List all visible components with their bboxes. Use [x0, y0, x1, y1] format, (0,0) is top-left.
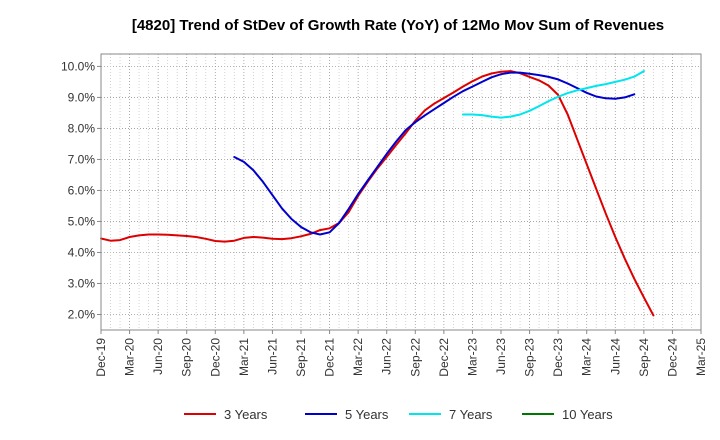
y-tick-label: 3.0%	[68, 276, 96, 290]
x-tick-label: Sep-23	[523, 338, 537, 377]
series-line-7-years	[461, 70, 645, 119]
x-tick-label: Mar-23	[465, 338, 479, 376]
legend-label: 7 Years	[449, 407, 493, 422]
x-tick-label: Sep-21	[294, 338, 308, 377]
series-lines	[100, 70, 655, 317]
x-tick-label: Dec-22	[437, 338, 451, 377]
x-tick-label: Mar-21	[237, 338, 251, 376]
x-tick-label: Mar-22	[351, 338, 365, 376]
x-tick-label: Dec-23	[551, 338, 565, 377]
y-tick-label: 4.0%	[68, 245, 96, 259]
x-tick-label: Dec-24	[665, 338, 679, 377]
x-tick-label: Sep-24	[637, 338, 651, 377]
y-tick-label: 8.0%	[68, 121, 96, 135]
legend-label: 10 Years	[562, 407, 613, 422]
y-tick-label: 6.0%	[68, 183, 96, 197]
x-tick-label: Jun-20	[151, 338, 165, 375]
x-tick-label: Dec-21	[323, 338, 337, 377]
x-tick-label: Jun-24	[608, 338, 622, 375]
x-tick-label: Mar-25	[694, 338, 708, 376]
x-axis: Dec-19 Mar-20 Jun-20 Sep-20 Dec-20 Mar-21 Jun-…	[94, 330, 708, 377]
x-tick-label: Mar-24	[580, 338, 594, 376]
x-tick-label: Dec-20	[208, 338, 222, 377]
plot-frame	[101, 54, 701, 330]
legend-label: 3 Years	[224, 407, 268, 422]
x-tick-label: Jun-21	[265, 338, 279, 375]
x-tick-label: Jun-23	[494, 338, 508, 375]
y-axis: 2.0% 3.0% 4.0% 5.0% 6.0% 7.0% 8.0% 9.0% 10.0%	[61, 59, 101, 321]
legend: 3 Years 5 Years 7 Years 10 Years	[184, 407, 613, 422]
series-line-5-years	[233, 71, 636, 236]
plot-border	[100, 53, 702, 331]
legend-label: 5 Years	[345, 407, 389, 422]
x-tick-label: Mar-20	[123, 338, 137, 376]
x-tick-label: Jun-22	[380, 338, 394, 375]
y-tick-label: 10.0%	[61, 59, 95, 73]
y-tick-label: 2.0%	[68, 307, 96, 321]
plot-area	[100, 53, 702, 331]
x-tick-label: Dec-19	[94, 338, 108, 377]
y-tick-label: 7.0%	[68, 152, 96, 166]
chart-title: [4820] Trend of StDev of Growth Rate (Yo…	[132, 17, 664, 34]
x-tick-label: Sep-22	[408, 338, 422, 377]
y-tick-label: 5.0%	[68, 214, 96, 228]
y-tick-label: 9.0%	[68, 90, 96, 104]
x-tick-label: Sep-20	[180, 338, 194, 377]
grid-lines	[101, 54, 701, 330]
